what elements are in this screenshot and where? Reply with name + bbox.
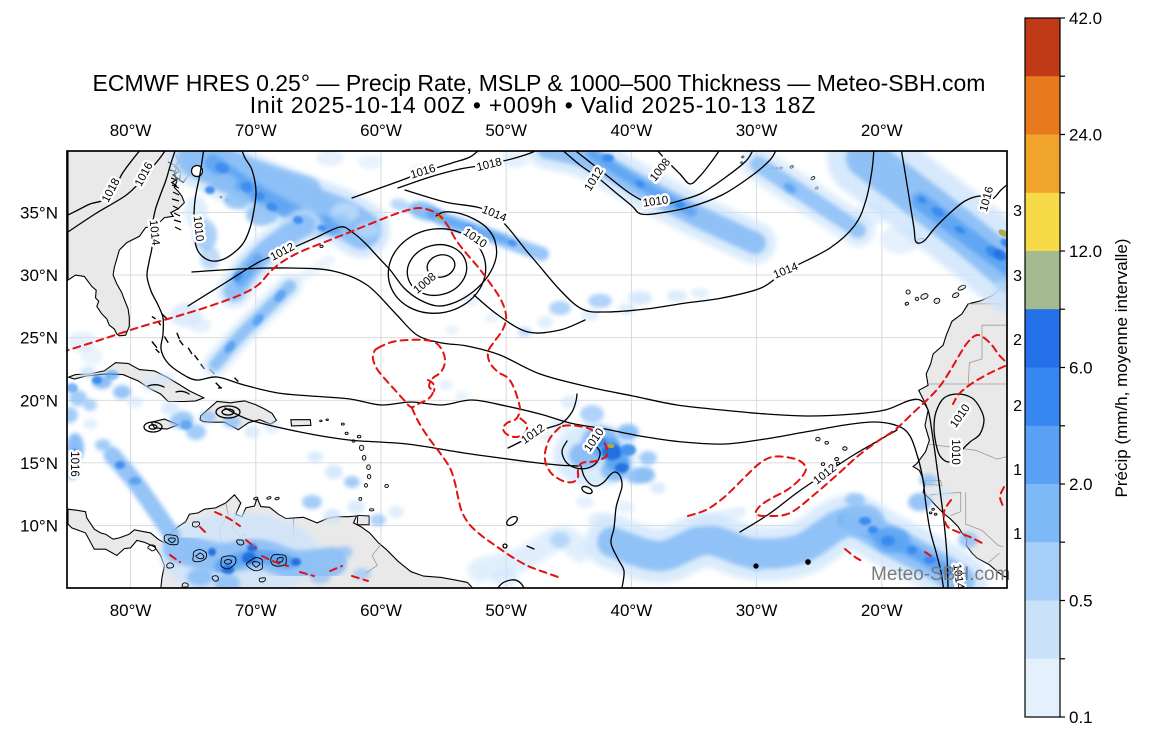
svg-text:Meteo-SBH.com: Meteo-SBH.com bbox=[871, 564, 1010, 585]
svg-text:50°W: 50°W bbox=[485, 121, 527, 140]
svg-text:1: 1 bbox=[1013, 462, 1022, 479]
svg-text:60°W: 60°W bbox=[360, 121, 402, 140]
svg-text:80°W: 80°W bbox=[110, 121, 152, 140]
svg-text:Init 2025-10-14 00Z • +009h •: Init 2025-10-14 00Z • +009h • Valid 2025… bbox=[250, 92, 817, 118]
svg-text:20°N: 20°N bbox=[20, 391, 58, 410]
svg-text:20°W: 20°W bbox=[861, 121, 903, 140]
svg-text:35°N: 35°N bbox=[20, 204, 58, 223]
svg-text:25°N: 25°N bbox=[20, 329, 58, 348]
svg-text:70°W: 70°W bbox=[235, 601, 277, 620]
svg-text:12.0: 12.0 bbox=[1069, 242, 1102, 261]
svg-text:20°W: 20°W bbox=[861, 601, 903, 620]
svg-text:30°N: 30°N bbox=[20, 266, 58, 285]
svg-text:60°W: 60°W bbox=[360, 601, 402, 620]
svg-text:80°W: 80°W bbox=[110, 601, 152, 620]
svg-text:24.0: 24.0 bbox=[1069, 126, 1102, 145]
svg-text:2: 2 bbox=[1013, 332, 1022, 349]
svg-text:1014: 1014 bbox=[147, 219, 162, 246]
svg-text:0.1: 0.1 bbox=[1069, 708, 1093, 727]
svg-text:50°W: 50°W bbox=[485, 601, 527, 620]
svg-text:1010: 1010 bbox=[949, 439, 961, 465]
svg-text:3: 3 bbox=[1013, 268, 1022, 285]
svg-text:40°W: 40°W bbox=[611, 601, 653, 620]
svg-text:1016: 1016 bbox=[68, 451, 80, 477]
svg-text:1010: 1010 bbox=[191, 215, 206, 242]
svg-text:6.0: 6.0 bbox=[1069, 359, 1093, 378]
svg-text:40°W: 40°W bbox=[611, 121, 653, 140]
svg-text:ECMWF HRES 0.25° — Precip Rate: ECMWF HRES 0.25° — Precip Rate, MSLP & 1… bbox=[93, 70, 986, 96]
svg-text:42.0: 42.0 bbox=[1069, 9, 1102, 28]
svg-text:Précip (mm/h, moyenne interval: Précip (mm/h, moyenne intervalle) bbox=[1112, 239, 1131, 498]
svg-text:3: 3 bbox=[1013, 203, 1022, 220]
svg-text:0.5: 0.5 bbox=[1069, 592, 1093, 611]
svg-text:2: 2 bbox=[1013, 398, 1022, 415]
svg-text:2.0: 2.0 bbox=[1069, 475, 1093, 494]
svg-text:15°N: 15°N bbox=[20, 454, 58, 473]
svg-text:10°N: 10°N bbox=[20, 516, 58, 535]
svg-text:1: 1 bbox=[1013, 526, 1022, 543]
svg-text:30°W: 30°W bbox=[736, 121, 778, 140]
svg-text:70°W: 70°W bbox=[235, 121, 277, 140]
svg-text:30°W: 30°W bbox=[736, 601, 778, 620]
